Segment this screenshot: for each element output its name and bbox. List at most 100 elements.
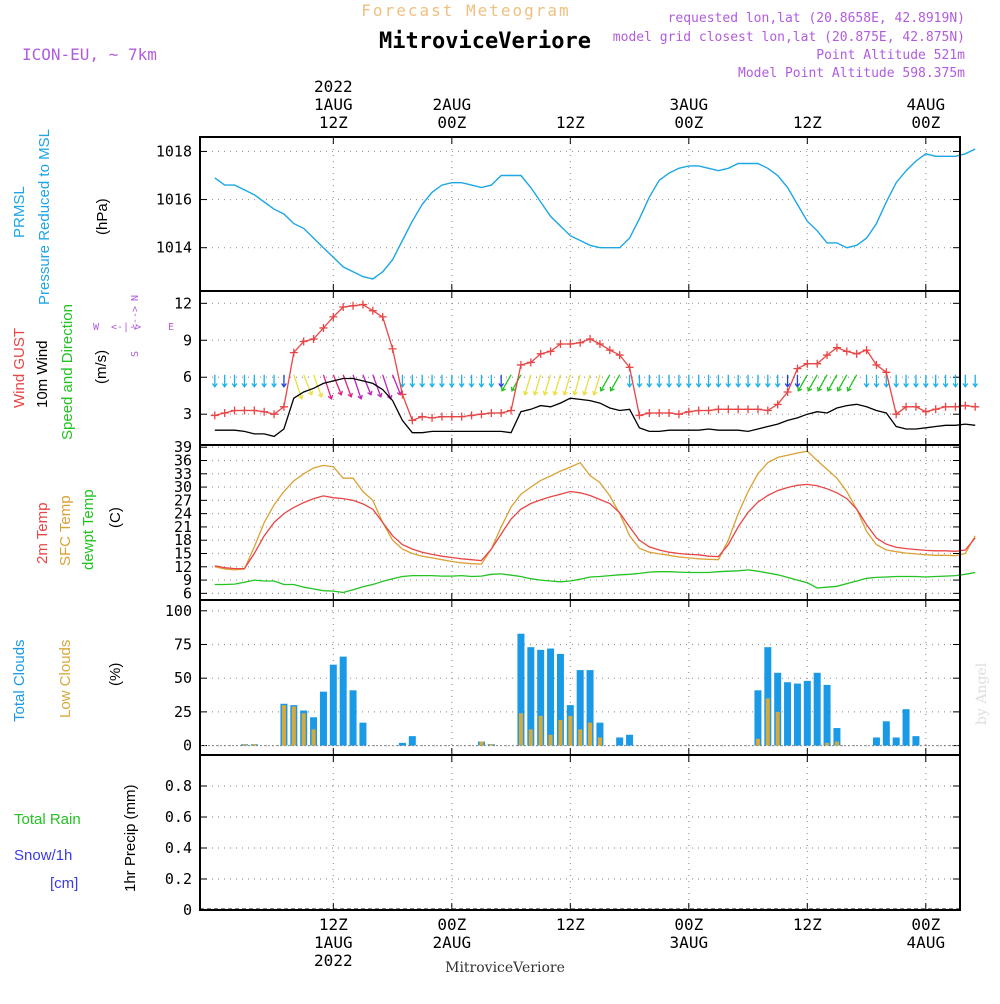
footer-location: MitroviceVeriore [445, 960, 565, 976]
gust-marker [339, 303, 348, 312]
y-tick-label: 39 [174, 438, 192, 456]
low-cloud-bar [281, 705, 286, 746]
temp-unit: (C) [107, 507, 124, 528]
wind-arrow-head [357, 394, 363, 400]
wind-arrow-head [327, 394, 334, 400]
wind-arrow [332, 374, 343, 396]
wind-arrow-head [774, 383, 781, 388]
gust-marker [428, 413, 437, 422]
wind-arrow [883, 374, 890, 388]
wind-arrow [458, 374, 465, 388]
wind-arrow-head [251, 383, 258, 388]
bottom-time-label: 00Z [911, 915, 940, 934]
bottom-time-label: 00Z [674, 915, 703, 934]
low-cloud-bar [252, 744, 257, 746]
gust-marker [437, 412, 446, 421]
wind-arrow [478, 374, 485, 388]
total-cloud-bar [882, 721, 890, 746]
wind-arrow-head [797, 386, 803, 392]
wind-arrow [656, 374, 663, 388]
gust-marker [595, 339, 604, 348]
gust-marker [615, 351, 624, 360]
bottom-time-label: 1AUG [314, 933, 353, 952]
wind-arrow [429, 374, 435, 388]
wind-arrow-head [893, 383, 900, 388]
top-time-label: 12Z [793, 113, 822, 132]
wind-arrow-head [666, 383, 672, 388]
gust-marker [230, 406, 239, 415]
y-tick-label: 9 [183, 331, 192, 349]
wind-arrow-head [307, 390, 314, 396]
wind-arrow [261, 374, 268, 388]
y-tick-label: 0 [183, 737, 192, 755]
gust-marker [842, 347, 851, 356]
temp-sfc-line [214, 450, 976, 571]
total-cloud-bar [823, 684, 831, 746]
gust-marker [507, 406, 516, 415]
gust-marker [832, 343, 841, 352]
wind-arrow-head [298, 394, 304, 400]
gust-marker [714, 405, 723, 414]
wind-arrow-head [755, 383, 761, 388]
wind-arrow-head [468, 383, 475, 388]
y-tick-label: 18 [174, 531, 192, 549]
wind-arrow-head [552, 390, 559, 396]
wind-arrow [522, 374, 532, 396]
wind-arrow-head [942, 383, 949, 388]
gust-marker [931, 405, 940, 414]
wind-arrow-head [592, 390, 598, 396]
temp-2m-line [214, 483, 976, 570]
gust-marker [813, 359, 822, 368]
wind-arrow [705, 374, 712, 388]
wind-arrow-head [745, 383, 751, 388]
wind-unit: (m/s) [93, 350, 110, 384]
wind-arrow [962, 374, 969, 388]
wind-arrow-head [735, 383, 742, 388]
wind-arrow-shaft [543, 374, 552, 395]
y-tick-label: 33 [174, 465, 192, 483]
wind-arrow-head [317, 392, 324, 398]
low-cloud-bar [588, 722, 593, 746]
total-cloud-bar [517, 633, 525, 746]
wind-arrow-shaft [332, 374, 342, 396]
wind-arrow [532, 374, 542, 396]
y-tick-label: 1014 [156, 239, 192, 257]
total-cloud-bar [556, 653, 564, 746]
wind-arrow [972, 374, 979, 388]
wind-arrow [500, 374, 512, 392]
gust-marker [477, 410, 486, 419]
compass-e: E [168, 322, 174, 333]
wind-arrow-head [419, 383, 426, 388]
pressure-label-msl: Pressure Reduced to MSL [36, 129, 53, 305]
total-rain-label: Total Rain [14, 811, 81, 828]
wind-arrow-head [562, 390, 568, 396]
wind-arrow [439, 374, 445, 388]
low-cloud-bar [242, 744, 247, 746]
wind-arrow-head [367, 390, 373, 396]
bottom-time-label: 2AUG [433, 933, 472, 952]
gust-marker [586, 335, 595, 344]
total-cloud-bar [339, 656, 347, 746]
y-tick-label: 0 [183, 901, 192, 919]
top-time-label: 4AUG [907, 95, 946, 114]
wind-arrow-shaft [553, 374, 562, 395]
gust-marker [625, 363, 634, 372]
total-cloud-bar [537, 649, 545, 746]
y-tick-label: 25 [174, 703, 192, 721]
gust-marker [418, 412, 427, 421]
wind-arrow [498, 374, 505, 388]
gust-marker [536, 349, 545, 358]
gust-marker [319, 323, 328, 332]
low-cloud-bar [755, 738, 760, 746]
wind-arrow-head [826, 386, 832, 392]
gust-marker [447, 412, 456, 421]
wind-arrow [599, 374, 611, 392]
gust-marker [358, 300, 367, 309]
wind-arrow [873, 374, 880, 388]
requested-lonlat: requested lon,lat (20.8658E, 42.8919N) [668, 11, 965, 26]
gust-marker [892, 410, 901, 419]
closest-lonlat: model grid closest lon,lat (20.875E, 42.… [613, 30, 965, 45]
wind-arrow-head [582, 390, 588, 396]
low-cloud-bar [538, 715, 543, 746]
panel-1: 3 6 9 12 [174, 290, 980, 446]
